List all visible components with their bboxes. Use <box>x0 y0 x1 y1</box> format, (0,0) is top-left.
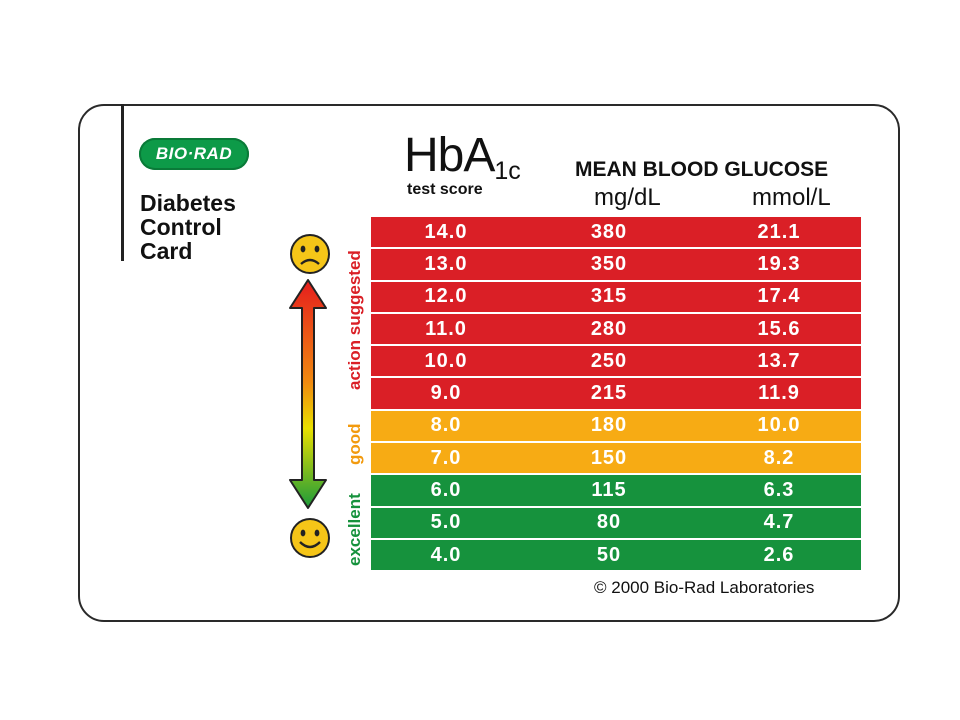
hba1c-cell: 4.0 <box>430 543 462 566</box>
test-score-label: test score <box>407 181 483 198</box>
mmol-cell: 8.2 <box>763 446 795 469</box>
mmol-cell: 17.4 <box>757 285 801 308</box>
hba1c-heading: HbA1c <box>404 130 521 189</box>
copyright-notice: © 2000 Bio-Rad Laboratories <box>594 578 815 597</box>
table-row: 10.0 250 13.7 <box>371 346 861 379</box>
hba1c-cell: 7.0 <box>430 446 462 469</box>
mgdl-cell: 280 <box>590 317 628 340</box>
divider-line <box>121 104 124 261</box>
bio-rad-logo: BIO·RAD <box>139 138 249 170</box>
table-row: 6.0 115 6.3 <box>371 475 861 508</box>
hba1c-cell: 14.0 <box>424 220 468 243</box>
mean-blood-glucose-heading: MEAN BLOOD GLUCOSE <box>575 158 829 181</box>
zone-label-action-suggested: action suggested <box>345 250 364 390</box>
mmol-cell: 4.7 <box>763 511 795 534</box>
logo-text: BIO·RAD <box>155 144 233 163</box>
sad-face-icon <box>290 234 330 274</box>
mgdl-cell: 315 <box>590 285 628 308</box>
table-row: 9.0 215 11.9 <box>371 378 861 411</box>
mmol-cell: 2.6 <box>763 543 795 566</box>
mgdl-cell: 180 <box>590 414 628 437</box>
mmol-cell: 11.9 <box>758 382 800 405</box>
mgdl-cell: 250 <box>590 349 628 372</box>
hba1c-cell: 6.0 <box>430 479 462 502</box>
table-row: 7.0 150 8.2 <box>371 443 861 476</box>
hba1c-subscript: 1c <box>494 157 521 185</box>
card-title-line-2: Control <box>140 214 222 240</box>
card-title-line-1: Diabetes <box>140 190 236 216</box>
mmol-cell: 15.6 <box>757 317 801 340</box>
hba1c-cell: 8.0 <box>430 414 462 437</box>
mgdl-cell: 50 <box>596 543 622 566</box>
zone-label-excellent: excellent <box>345 493 364 566</box>
table-row: 4.0 50 2.6 <box>371 539 861 573</box>
hba1c-cell: 5.0 <box>430 511 462 534</box>
table-row: 11.0 280 15.6 <box>371 313 861 347</box>
mgdl-cell: 115 <box>591 479 627 502</box>
mgdl-cell: 380 <box>590 220 628 243</box>
conversion-table: 14.0 380 21.1 13.0 350 19.3 12.0 315 17.… <box>371 217 861 573</box>
hba1c-main: HbA <box>404 129 495 182</box>
table-row: 8.0 180 10.0 <box>371 410 861 444</box>
hba1c-cell: 13.0 <box>424 252 468 275</box>
mgdl-cell: 215 <box>590 382 628 405</box>
zone-label-good: good <box>345 423 364 465</box>
mgdl-cell: 350 <box>590 252 628 275</box>
table-row: 13.0 350 19.3 <box>371 249 861 282</box>
hba1c-cell: 11.0 <box>425 317 467 340</box>
happy-face-icon <box>290 518 330 558</box>
mgdl-cell: 150 <box>590 446 628 469</box>
hba1c-cell: 10.0 <box>424 349 468 372</box>
card-title: Diabetes Control Card <box>140 191 236 263</box>
mgdl-cell: 80 <box>596 511 622 534</box>
unit-mg-dl: mg/dL <box>594 184 661 211</box>
mmol-cell: 21.1 <box>757 220 801 243</box>
table-row: 14.0 380 21.1 <box>371 217 861 250</box>
mmol-cell: 13.7 <box>757 349 801 372</box>
table-row: 12.0 315 17.4 <box>371 281 861 314</box>
mmol-cell: 19.3 <box>757 252 801 275</box>
unit-mmol-l: mmol/L <box>752 184 831 211</box>
hba1c-cell: 12.0 <box>424 285 468 308</box>
hba1c-cell: 9.0 <box>430 382 462 405</box>
table-row: 5.0 80 4.7 <box>371 507 861 540</box>
mmol-cell: 6.3 <box>763 479 795 502</box>
card-title-line-3: Card <box>140 238 193 264</box>
mmol-cell: 10.0 <box>757 414 801 437</box>
double-arrow-icon <box>289 279 327 509</box>
